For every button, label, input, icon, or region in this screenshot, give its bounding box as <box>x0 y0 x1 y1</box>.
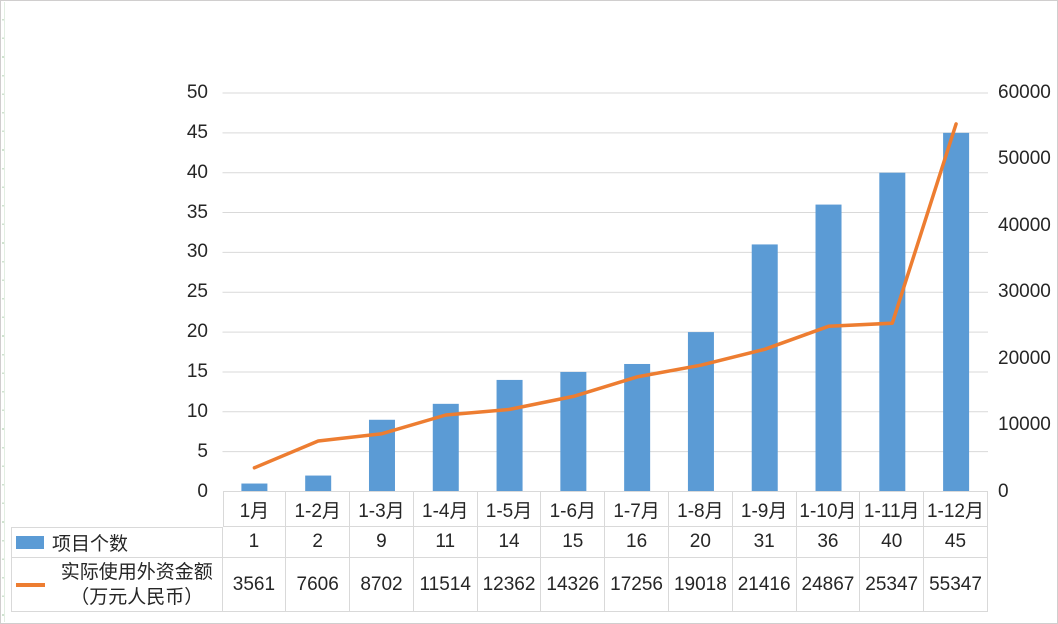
value-cell: 12362 <box>477 558 542 612</box>
bar <box>560 371 587 492</box>
right-axis-tick: 30000 <box>998 281 1051 303</box>
value-cell: 36 <box>796 527 861 558</box>
category-cell: 1-8月 <box>668 491 733 527</box>
left-axis-tick: 40 <box>186 161 208 183</box>
value-cell: 14 <box>477 527 542 558</box>
bar <box>624 363 651 492</box>
value-cell: 40 <box>860 527 925 558</box>
bar <box>815 204 842 492</box>
bar <box>432 403 459 492</box>
category-cell: 1-5月 <box>477 491 542 527</box>
value-cell: 15 <box>541 527 606 558</box>
value-cell: 1 <box>222 527 287 558</box>
right-axis-tick: 40000 <box>998 214 1051 236</box>
value-cell: 16 <box>605 527 669 558</box>
line-swatch-icon <box>16 582 45 587</box>
category-cell: 1-6月 <box>541 491 606 527</box>
legend-label: 项目个数 <box>52 534 129 555</box>
right-axis-tick: 10000 <box>998 414 1051 436</box>
category-cell: 1-12月 <box>924 491 988 527</box>
left-axis-tick: 0 <box>197 480 208 502</box>
left-axis-tick: 30 <box>186 241 208 263</box>
category-cell: 1-11月 <box>860 491 925 527</box>
bar <box>368 419 395 492</box>
value-cell: 24867 <box>796 558 861 612</box>
bar <box>751 244 778 492</box>
left-axis-tick: 45 <box>186 121 208 143</box>
bar <box>687 332 714 492</box>
value-cell: 8702 <box>350 558 414 612</box>
value-cell: 55347 <box>924 558 988 612</box>
worksheet-edge <box>2 2 5 622</box>
left-axis-tick: 10 <box>186 400 208 422</box>
value-cell: 7606 <box>286 558 351 612</box>
table-corner <box>11 491 223 527</box>
legend-label: 实际使用外资金额 （万元人民币） <box>60 561 213 608</box>
value-cell: 9 <box>350 527 414 558</box>
line-series <box>252 122 958 470</box>
left-axis-tick: 25 <box>186 281 208 303</box>
left-axis-tick: 50 <box>186 82 208 103</box>
value-cell: 11514 <box>413 558 478 612</box>
value-cell: 3561 <box>222 558 287 612</box>
right-axis-tick: 20000 <box>998 347 1051 369</box>
bar <box>879 172 906 492</box>
category-cell: 1-2月 <box>286 491 351 527</box>
category-cell: 1-7月 <box>605 491 669 527</box>
value-cell: 21416 <box>732 558 797 612</box>
value-cell: 14326 <box>541 558 606 612</box>
category-cell: 1-4月 <box>413 491 478 527</box>
legend-bar-series: 项目个数 <box>11 527 223 558</box>
value-cell: 31 <box>732 527 797 558</box>
value-cell: 11 <box>413 527 478 558</box>
value-cell: 19018 <box>668 558 733 612</box>
value-cell: 2 <box>286 527 351 558</box>
data-table: 1月 1-2月 1-3月 1-4月 1-5月 1-6月 1-7月 1-8月 1-9月 1-10月 1… <box>11 491 988 612</box>
category-cell: 1-10月 <box>796 491 861 527</box>
value-cell: 20 <box>668 527 733 558</box>
bar <box>305 475 332 492</box>
right-axis-tick: 50000 <box>998 148 1051 170</box>
category-cell: 1-3月 <box>350 491 414 527</box>
left-axis-tick: 35 <box>186 201 208 223</box>
left-axis-tick: 5 <box>197 440 208 462</box>
right-axis-tick: 0 <box>998 480 1009 502</box>
value-cell: 17256 <box>605 558 669 612</box>
legend-line-series: 实际使用外资金额 （万元人民币） <box>11 558 223 612</box>
value-cell: 25347 <box>860 558 925 612</box>
value-cell: 45 <box>924 527 988 558</box>
bar-swatch-icon <box>16 536 44 549</box>
left-axis-tick: 20 <box>186 321 208 343</box>
left-axis-tick: 15 <box>186 360 208 382</box>
bar <box>943 132 970 492</box>
category-cell: 1月 <box>222 491 287 527</box>
bar <box>496 379 523 492</box>
right-axis-tick: 60000 <box>998 82 1051 103</box>
category-cell: 1-9月 <box>732 491 797 527</box>
